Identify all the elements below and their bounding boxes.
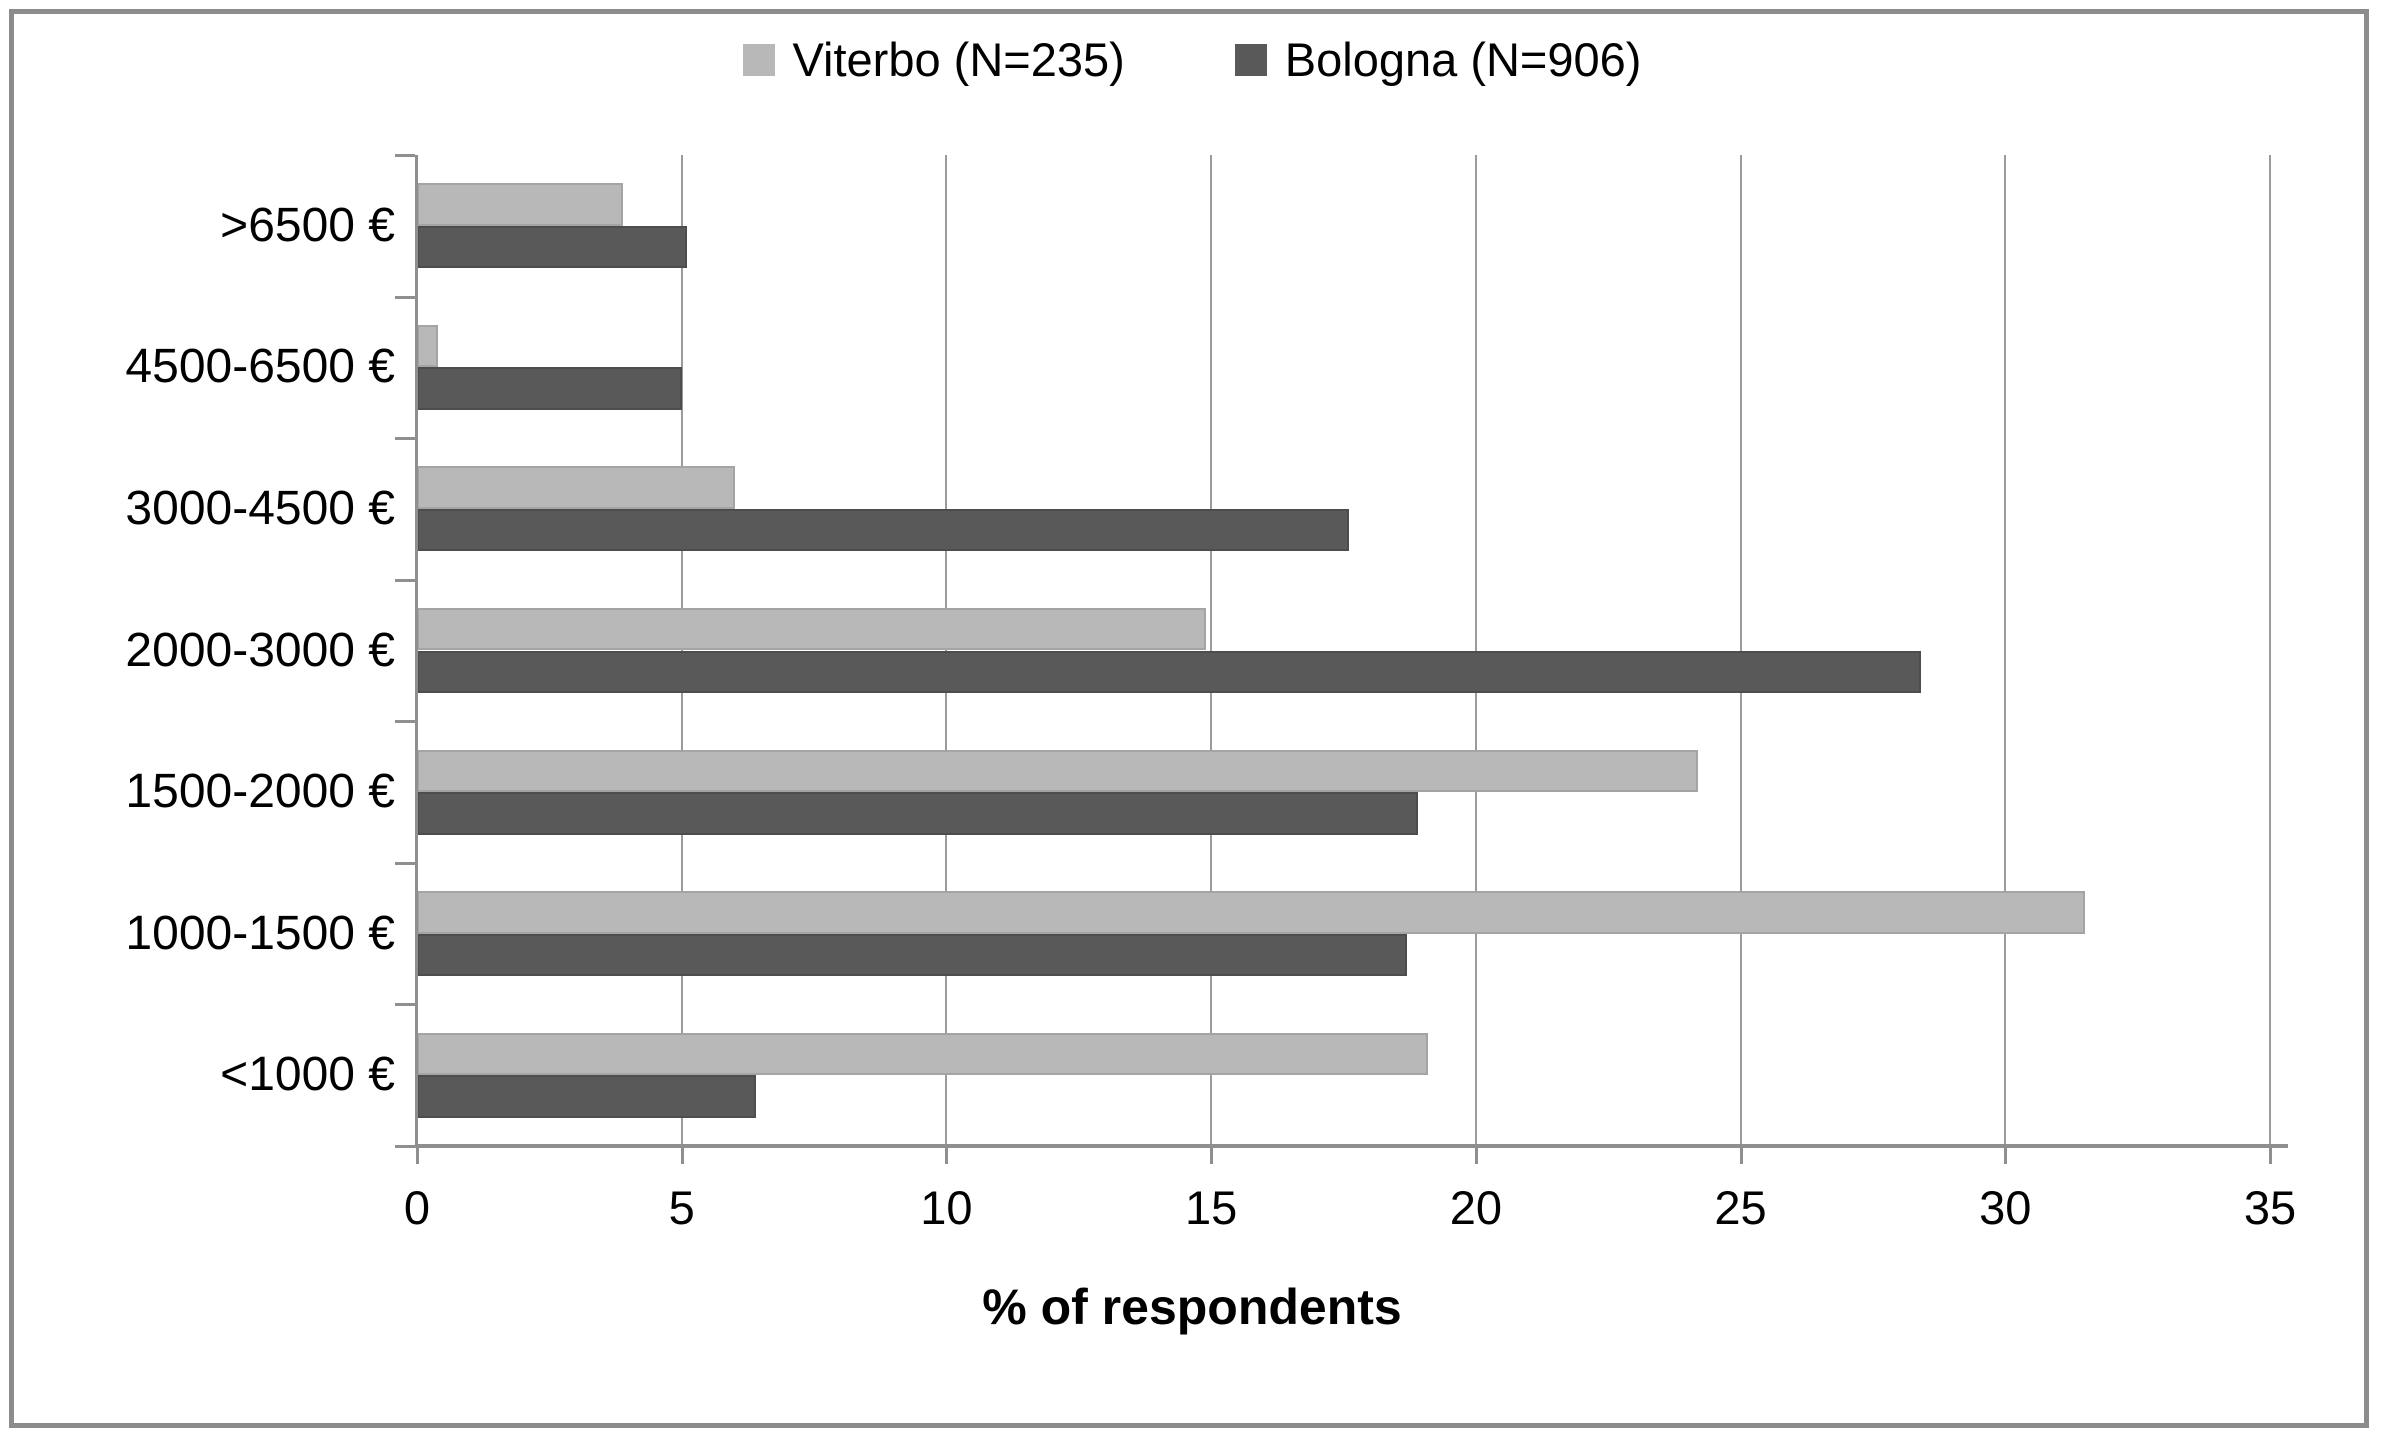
x-axis-tick-20	[1474, 1146, 1478, 1164]
y-axis-tick-4	[395, 720, 415, 724]
bar-bologna-0	[417, 225, 687, 269]
legend-item-bologna: Bologna (N=906)	[1234, 33, 1642, 86]
x-tick-label-0: 0	[403, 1181, 431, 1234]
category-label-2: 3000-4500 €	[125, 481, 395, 535]
y-axis-tick-2	[395, 437, 415, 441]
legend-label-bologna: Bologna (N=906)	[1284, 33, 1642, 86]
category-label-6: <1000 €	[220, 1048, 395, 1102]
x-tick-label-30: 30	[1979, 1181, 2032, 1234]
x-axis-tick-10	[945, 1146, 949, 1164]
x-tick-label-20: 20	[1449, 1181, 1502, 1234]
category-label-4: 1500-2000 €	[125, 765, 395, 819]
bar-bologna-1	[417, 367, 682, 410]
y-axis-tick-6	[395, 1003, 415, 1007]
y-axis-tick-0	[395, 154, 415, 157]
x-axis-tick-25	[1739, 1146, 1743, 1164]
bar-viterbo-6	[417, 1032, 1429, 1076]
x-tick-label-35: 35	[2243, 1181, 2297, 1234]
bar-viterbo-1	[417, 324, 439, 368]
bar-bologna-3	[417, 650, 1921, 693]
bar-viterbo-5	[417, 891, 2085, 934]
x-tick-label-10: 10	[920, 1181, 973, 1234]
bar-bologna-5	[417, 933, 1408, 977]
x-tick-label-15: 15	[1185, 1181, 1238, 1234]
bar-viterbo-4	[417, 749, 1699, 793]
x-axis-tick-15	[1210, 1146, 1214, 1164]
x-axis-line	[415, 1144, 2288, 1148]
y-axis-tick-1	[395, 295, 415, 299]
category-label-1: 4500-6500 €	[125, 340, 395, 394]
x-axis-tick-0	[416, 1146, 419, 1164]
bar-viterbo-2	[417, 466, 735, 509]
legend-swatch-bologna	[1234, 43, 1267, 76]
bar-bologna-6	[417, 1075, 756, 1118]
bar-viterbo-3	[417, 608, 1206, 651]
y-axis-line	[415, 155, 418, 1146]
category-label-3: 2000-3000 €	[125, 623, 395, 677]
y-axis-tick-5	[395, 861, 415, 865]
category-label-5: 1000-1500 €	[125, 906, 395, 960]
gridline-30	[2004, 155, 2007, 1146]
legend: Viterbo (N=235) Bologna (N=906)	[0, 36, 2384, 83]
bar-viterbo-0	[417, 183, 624, 226]
y-axis-tick-3	[395, 578, 415, 582]
x-tick-label-5: 5	[668, 1181, 695, 1234]
x-axis-tick-35	[2269, 1146, 2272, 1164]
x-tick-label-25: 25	[1714, 1181, 1767, 1234]
legend-swatch-viterbo	[742, 43, 775, 76]
bar-bologna-2	[417, 508, 1349, 552]
bar-bologna-4	[417, 792, 1418, 835]
x-axis-tick-30	[2004, 1146, 2008, 1164]
gridline-35	[2269, 155, 2271, 1146]
x-axis-tick-5	[680, 1146, 684, 1164]
legend-label-viterbo: Viterbo (N=235)	[792, 33, 1125, 86]
y-axis-tick-7	[395, 1145, 415, 1148]
category-label-0: >6500 €	[220, 198, 395, 252]
x-axis-title: % of respondents	[982, 1279, 1402, 1335]
legend-item-viterbo: Viterbo (N=235)	[742, 33, 1125, 86]
